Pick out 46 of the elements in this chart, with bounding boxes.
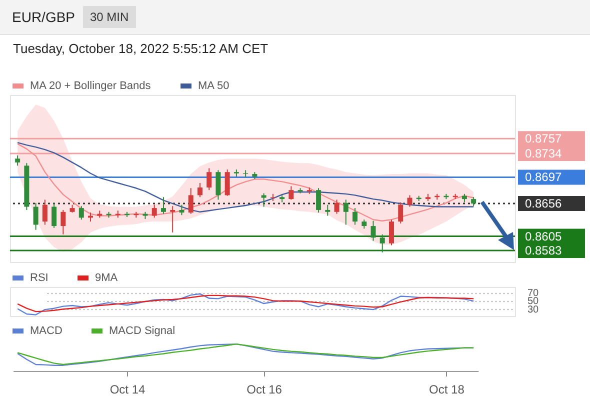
candlestick — [170, 206, 176, 233]
y-tick-label: 30 — [528, 304, 540, 316]
candlestick — [388, 219, 394, 246]
text: 30 MIN — [83, 6, 136, 28]
y-tick-label: 0.8583 — [525, 243, 562, 258]
candlestick — [42, 199, 48, 226]
legend-label: 9MA — [95, 272, 118, 284]
candlestick — [398, 202, 404, 224]
legend-label: MA 20 + Bollinger Bands — [30, 80, 152, 92]
y-tick-label: 0.8605 — [525, 229, 562, 244]
candlestick — [33, 202, 38, 230]
x-tick-label: Oct 14 — [110, 382, 146, 396]
candlestick — [206, 168, 212, 191]
chart-subtitle: Tuesday, October 18, 2022 5:55:12 AM CET — [13, 41, 268, 56]
candlestick — [188, 188, 194, 214]
candlestick — [60, 209, 66, 235]
candlestick — [216, 170, 221, 200]
candlestick — [334, 199, 340, 214]
y-tick-label: 0.8656 — [525, 196, 562, 211]
legend-label: MA 50 — [198, 80, 230, 92]
candlestick — [352, 208, 358, 226]
legend-label: MACD — [30, 325, 62, 337]
candlestick — [407, 194, 412, 208]
candlestick — [197, 182, 202, 198]
candlestick — [325, 204, 330, 216]
candlestick — [316, 188, 322, 214]
candlestick — [152, 204, 157, 218]
candlestick — [179, 204, 184, 216]
candlestick — [52, 202, 57, 228]
candlestick — [160, 196, 166, 214]
y-tick-label: 0.8757 — [525, 132, 562, 146]
candlestick — [261, 192, 266, 208]
x-tick-label: Oct 18 — [429, 382, 465, 396]
x-tick-label: Oct 16 — [246, 382, 282, 396]
candlestick — [370, 220, 376, 242]
legend-label: RSI — [30, 272, 48, 284]
candlestick — [380, 234, 385, 253]
chart-title: EUR/GBP — [12, 9, 76, 25]
legend-label: MACD Signal — [109, 325, 176, 337]
candlestick — [224, 169, 230, 196]
y-tick-label: 0.8697 — [525, 170, 562, 184]
candlestick — [343, 199, 348, 226]
candlestick — [288, 186, 294, 200]
candlestick — [78, 206, 84, 220]
candlestick — [15, 154, 20, 166]
y-tick-label: 0.8734 — [525, 146, 562, 160]
